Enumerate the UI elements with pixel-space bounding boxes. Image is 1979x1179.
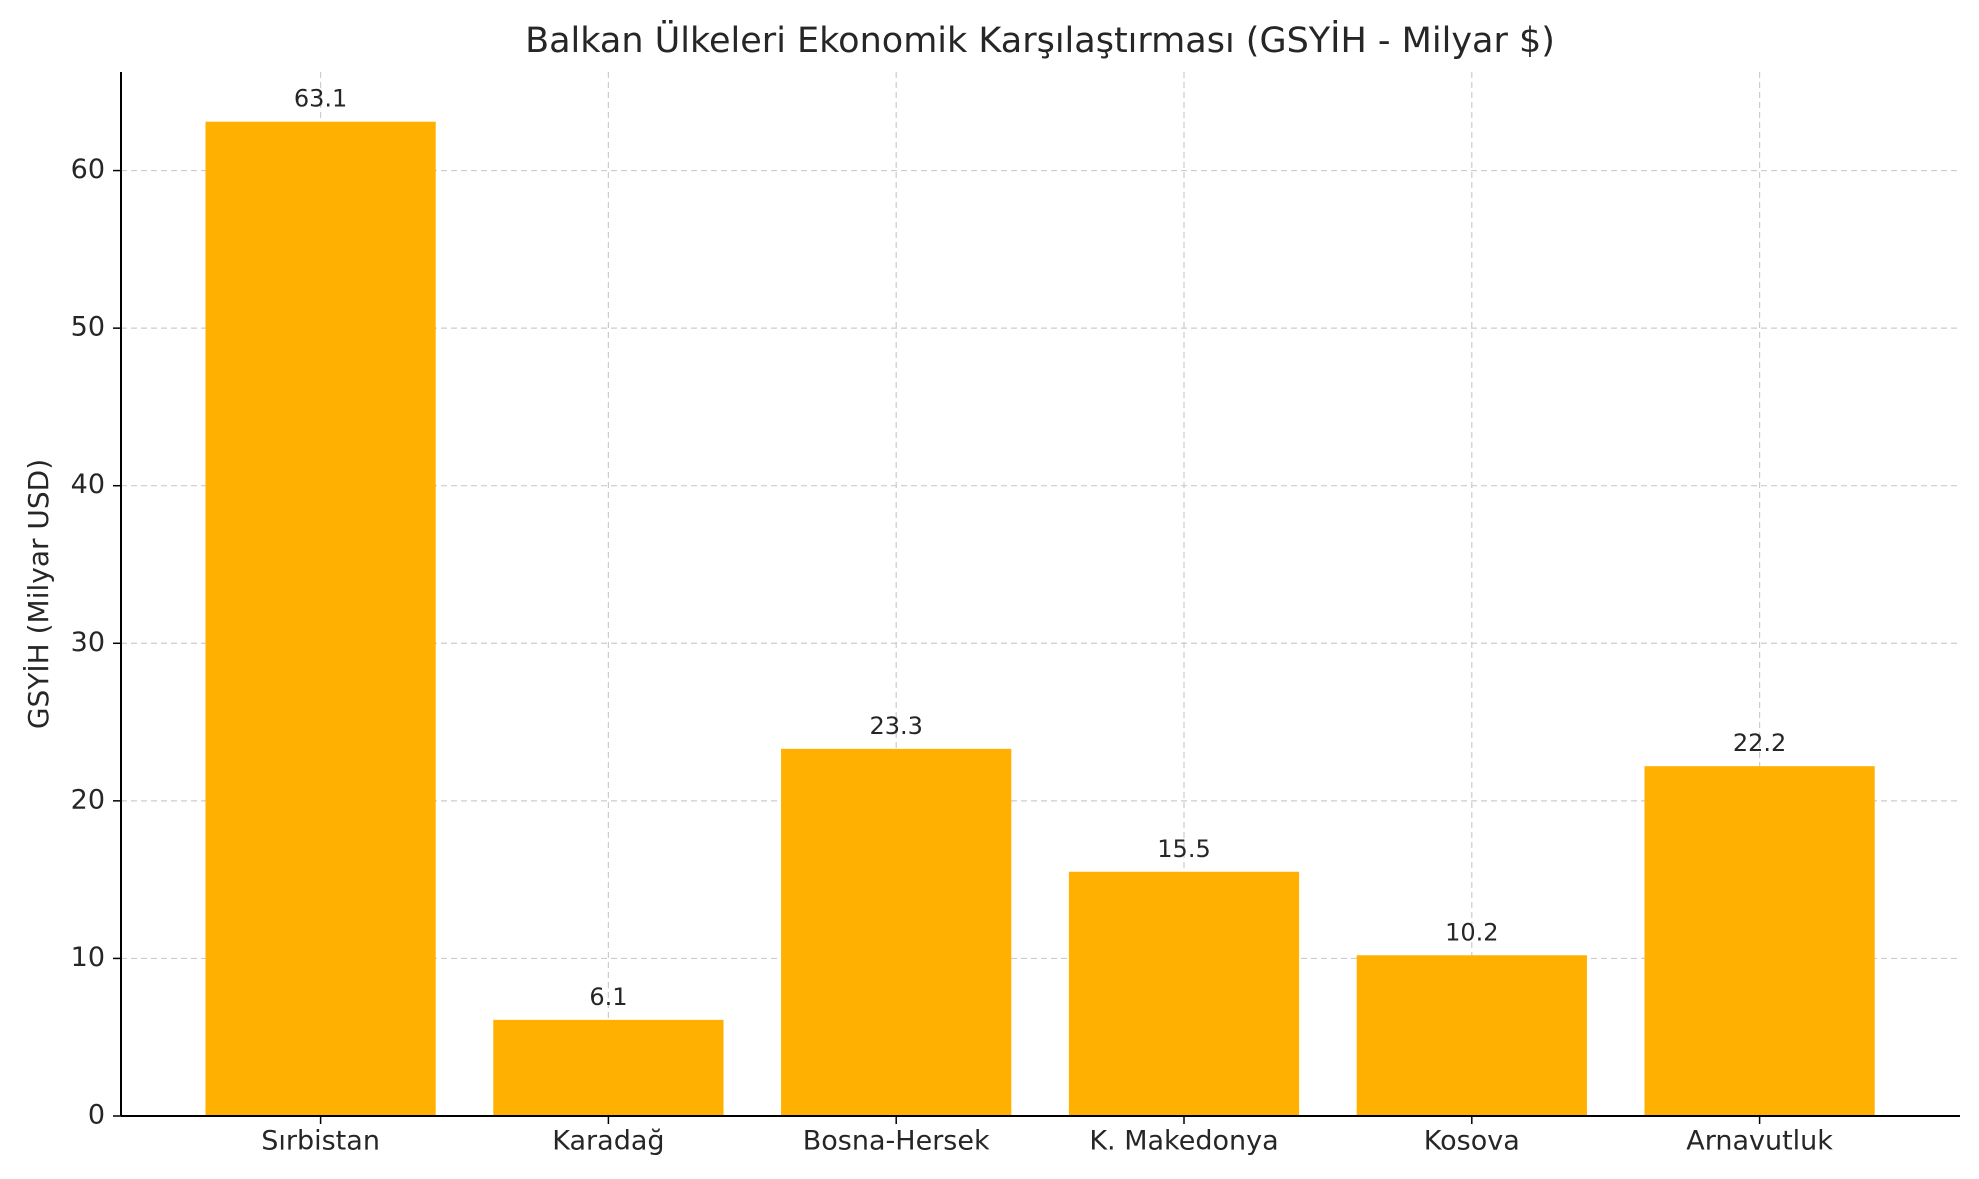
bar: [1068, 871, 1300, 1116]
value-label: 6.1: [589, 983, 627, 1011]
value-label: 23.3: [869, 712, 922, 740]
bar: [1644, 766, 1875, 1116]
bar: [1356, 955, 1587, 1116]
y-tick-label: 0: [88, 1100, 105, 1131]
x-tick-label: Arnavutluk: [1686, 1126, 1833, 1157]
value-label: 22.2: [1733, 729, 1786, 757]
chart-title: Balkan Ülkeleri Ekonomik Karşılaştırması…: [525, 19, 1555, 61]
y-tick-label: 20: [71, 784, 105, 815]
x-tick-label: Kosova: [1424, 1126, 1520, 1157]
y-tick-label: 60: [71, 154, 105, 185]
value-label: 15.5: [1157, 835, 1210, 863]
y-axis-label: GSYİH (Milyar USD): [22, 459, 55, 729]
value-label: 10.2: [1445, 918, 1498, 946]
bar: [493, 1019, 724, 1116]
y-tick-label: 30: [71, 627, 105, 658]
y-tick-label: 50: [71, 312, 105, 343]
x-tick-label: Sırbistan: [261, 1126, 380, 1157]
bar: [781, 748, 1012, 1116]
y-tick-label: 10: [71, 942, 105, 973]
value-label: 63.1: [294, 85, 347, 113]
bar: [205, 121, 436, 1116]
x-tick-label: K. Makedonya: [1089, 1126, 1278, 1157]
x-tick-label: Karadağ: [552, 1126, 664, 1157]
y-tick-label: 40: [71, 469, 105, 500]
x-tick-label: Bosna-Hersek: [803, 1126, 990, 1157]
